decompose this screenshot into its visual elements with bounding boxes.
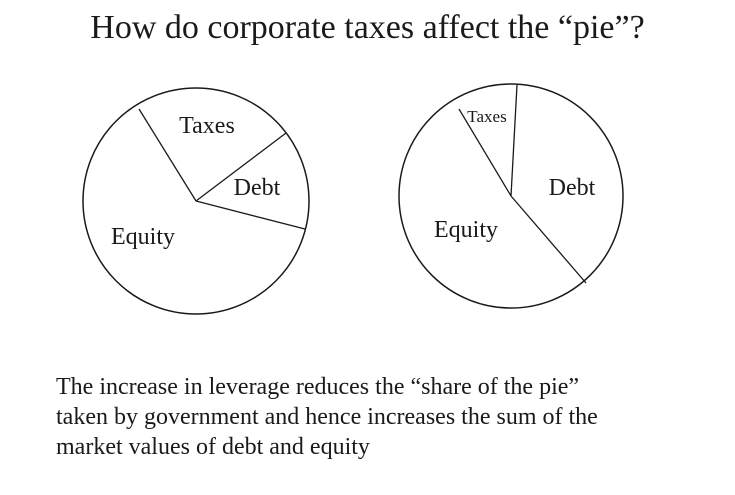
label-debt: Debt [234,175,281,201]
label-taxes: Taxes [179,113,235,139]
label-taxes: Taxes [467,107,506,126]
divider-taxes-debt [510,84,518,197]
pie-outline [82,87,310,315]
caption-line-3: market values of debt and equity [56,434,370,460]
divider-taxes-equity [458,108,512,197]
divider-debt-equity [510,195,587,284]
slide-title: How do corporate taxes affect the “pie”? [90,9,645,46]
pie-high-leverage: Taxes Debt Equity [398,83,624,309]
pie-low-leverage: Taxes Debt Equity [82,87,310,315]
divider-debt-equity [195,200,306,230]
label-equity: Equity [434,217,498,243]
pie-outline [398,83,624,309]
caption-line-1: The increase in leverage reduces the “sh… [56,374,580,400]
divider-taxes-debt [195,132,287,202]
slide-caption: The increase in leverage reduces the “sh… [56,372,696,462]
caption-line-2: taken by government and hence increases … [56,404,598,430]
divider-taxes-equity [138,108,197,202]
label-debt: Debt [549,175,596,201]
label-equity: Equity [111,224,175,250]
